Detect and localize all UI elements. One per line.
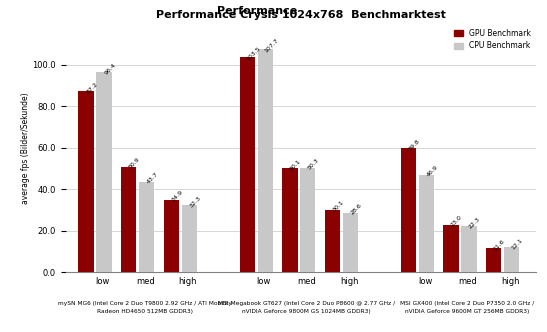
Bar bbox=[461, 226, 476, 272]
Bar bbox=[300, 168, 316, 272]
Text: nVIDIA Geforce 9600M GT 256MB GDDR3): nVIDIA Geforce 9600M GT 256MB GDDR3) bbox=[405, 308, 529, 313]
Text: mySN MG6 (Intel Core 2 Duo T9800 2.92 GHz / ATI Mobility: mySN MG6 (Intel Core 2 Duo T9800 2.92 GH… bbox=[59, 301, 232, 306]
Bar bbox=[121, 167, 136, 272]
Text: 43.7: 43.7 bbox=[146, 171, 159, 185]
Text: 103.5: 103.5 bbox=[245, 46, 261, 62]
Title: Performance Crysis 1024x768  Benchmarktest: Performance Crysis 1024x768 Benchmarktes… bbox=[156, 10, 446, 20]
Text: 50.3: 50.3 bbox=[307, 158, 321, 171]
Bar bbox=[139, 182, 154, 272]
Text: 12.1: 12.1 bbox=[511, 237, 524, 250]
Text: 32.3: 32.3 bbox=[189, 195, 202, 208]
Bar bbox=[400, 148, 416, 272]
Text: Radeon HD4650 512MB GDDR3): Radeon HD4650 512MB GDDR3) bbox=[97, 308, 194, 313]
Bar bbox=[486, 248, 501, 272]
Legend: GPU Benchmark, CPU Benchmark: GPU Benchmark, CPU Benchmark bbox=[451, 26, 534, 53]
Text: MSI Megabook GT627 (Intel Core 2 Duo P8600 @ 2.77 GHz /: MSI Megabook GT627 (Intel Core 2 Duo P86… bbox=[218, 301, 395, 306]
Bar bbox=[182, 205, 197, 272]
Text: 107.7: 107.7 bbox=[263, 37, 279, 53]
Bar bbox=[504, 247, 519, 272]
Text: 50.9: 50.9 bbox=[128, 157, 141, 170]
Text: 22.3: 22.3 bbox=[468, 216, 481, 229]
Bar bbox=[240, 57, 255, 272]
Bar bbox=[282, 168, 298, 272]
Bar bbox=[258, 49, 273, 272]
Text: 11.6: 11.6 bbox=[493, 238, 506, 251]
Bar bbox=[96, 72, 112, 272]
Text: nVIDIA Geforce 9800M GS 1024MB GDDR3): nVIDIA Geforce 9800M GS 1024MB GDDR3) bbox=[242, 308, 371, 313]
Text: 30.1: 30.1 bbox=[331, 200, 345, 213]
Text: 50.1: 50.1 bbox=[289, 158, 302, 171]
Text: 23.0: 23.0 bbox=[450, 214, 463, 228]
Text: 34.9: 34.9 bbox=[171, 190, 184, 203]
Text: 28.6: 28.6 bbox=[350, 203, 363, 216]
Bar bbox=[342, 213, 358, 272]
Bar bbox=[418, 175, 434, 272]
Text: 96.4: 96.4 bbox=[103, 62, 117, 75]
Bar bbox=[164, 200, 179, 272]
Bar bbox=[78, 91, 94, 272]
Bar bbox=[325, 210, 340, 272]
Text: 46.9: 46.9 bbox=[426, 165, 439, 178]
Text: 59.8: 59.8 bbox=[408, 138, 421, 151]
Text: Performance: Performance bbox=[217, 6, 301, 16]
Y-axis label: average fps (Bilder/Sekunde): average fps (Bilder/Sekunde) bbox=[21, 92, 30, 204]
Bar bbox=[443, 224, 458, 272]
Text: MSI GX400 (Intel Core 2 Duo P7350 2.0 GHz /: MSI GX400 (Intel Core 2 Duo P7350 2.0 GH… bbox=[400, 301, 535, 306]
Text: 87.2: 87.2 bbox=[85, 81, 99, 95]
